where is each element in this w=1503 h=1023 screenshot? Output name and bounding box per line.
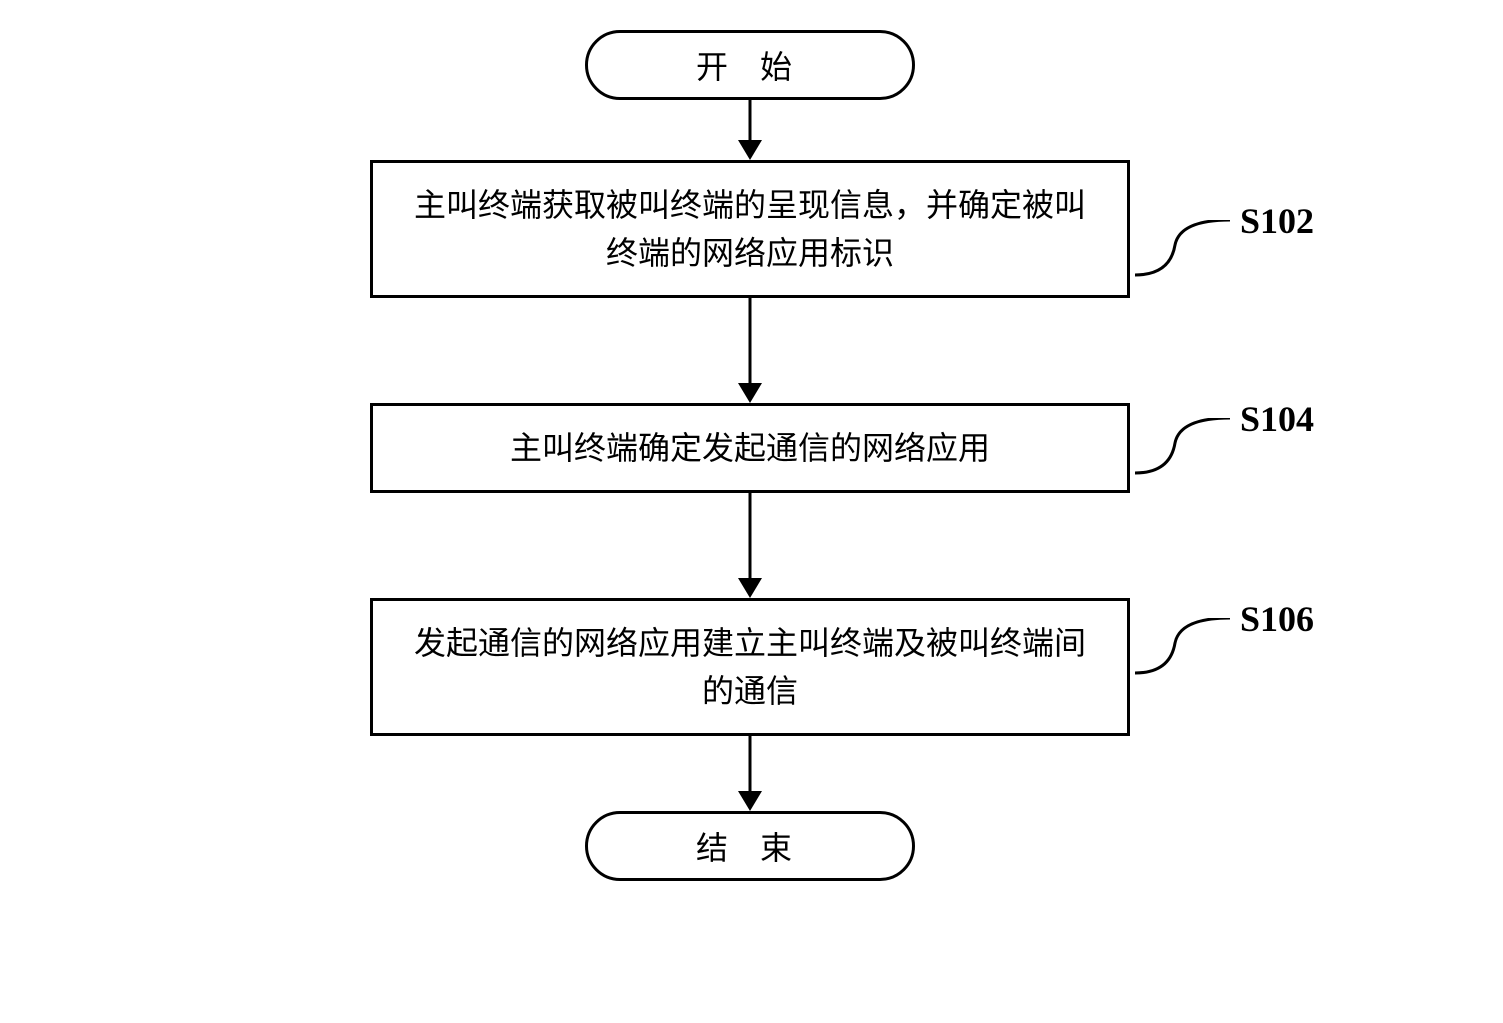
process-s104: 主叫终端确定发起通信的网络应用: [370, 403, 1130, 493]
end-node: 结 束: [585, 811, 915, 881]
arrow-3: [280, 493, 1220, 598]
process-s102-text: 主叫终端获取被叫终端的呈现信息，并确定被叫终端的网络应用标识: [414, 187, 1086, 271]
label-s106: S106: [1240, 598, 1314, 640]
label-connector-s106: [1135, 618, 1235, 688]
label-s104: S104: [1240, 398, 1314, 440]
arrow-svg-3: [730, 493, 770, 598]
label-connector-s102: [1135, 220, 1235, 290]
process-s106: 发起通信的网络应用建立主叫终端及被叫终端间的通信: [370, 598, 1130, 736]
flowchart-container: 开 始 主叫终端获取被叫终端的呈现信息，并确定被叫终端的网络应用标识 S102 …: [280, 30, 1220, 881]
arrow-svg-4: [730, 736, 770, 811]
label-s102: S102: [1240, 200, 1314, 242]
arrow-svg-2: [730, 298, 770, 403]
label-connector-s104: [1135, 418, 1235, 488]
end-text: 结 束: [696, 823, 804, 869]
arrow-4: [280, 736, 1220, 811]
process-s106-text: 发起通信的网络应用建立主叫终端及被叫终端间的通信: [414, 625, 1086, 709]
arrow-2: [280, 298, 1220, 403]
process-s102: 主叫终端获取被叫终端的呈现信息，并确定被叫终端的网络应用标识: [370, 160, 1130, 298]
arrow-svg-1: [730, 100, 770, 160]
start-node: 开 始: [585, 30, 915, 100]
process-s104-text: 主叫终端确定发起通信的网络应用: [510, 430, 990, 466]
start-text: 开 始: [696, 42, 804, 88]
arrow-1: [280, 100, 1220, 160]
